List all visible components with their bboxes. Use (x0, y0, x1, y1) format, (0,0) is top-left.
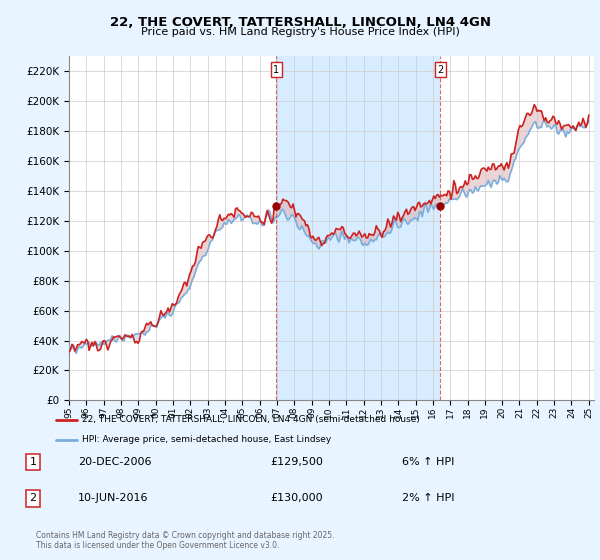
Text: 2: 2 (437, 64, 443, 74)
Text: 6% ↑ HPI: 6% ↑ HPI (402, 457, 454, 467)
Text: 2: 2 (29, 493, 37, 503)
Text: HPI: Average price, semi-detached house, East Lindsey: HPI: Average price, semi-detached house,… (82, 435, 332, 445)
Text: 20-DEC-2006: 20-DEC-2006 (78, 457, 151, 467)
Text: £129,500: £129,500 (270, 457, 323, 467)
Bar (277, 56, 440, 400)
Text: 10-JUN-2016: 10-JUN-2016 (78, 493, 149, 503)
Text: £130,000: £130,000 (270, 493, 323, 503)
Text: 1: 1 (274, 64, 280, 74)
Text: 2% ↑ HPI: 2% ↑ HPI (402, 493, 455, 503)
Text: Price paid vs. HM Land Registry's House Price Index (HPI): Price paid vs. HM Land Registry's House … (140, 27, 460, 37)
Text: 1: 1 (29, 457, 37, 467)
Text: Contains HM Land Registry data © Crown copyright and database right 2025.
This d: Contains HM Land Registry data © Crown c… (36, 530, 335, 550)
Text: 22, THE COVERT, TATTERSHALL, LINCOLN, LN4 4GN: 22, THE COVERT, TATTERSHALL, LINCOLN, LN… (110, 16, 491, 29)
Text: 22, THE COVERT, TATTERSHALL, LINCOLN, LN4 4GN (semi-detached house): 22, THE COVERT, TATTERSHALL, LINCOLN, LN… (82, 415, 420, 424)
